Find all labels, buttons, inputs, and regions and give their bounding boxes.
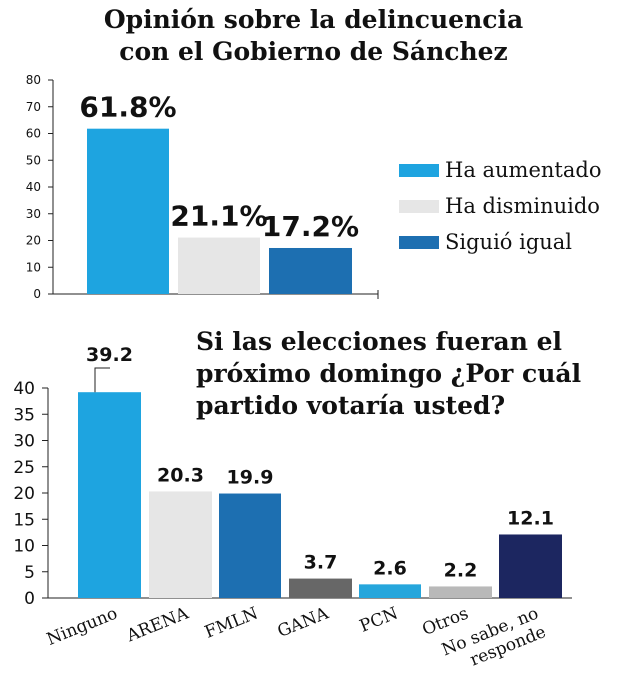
y-tick-label: 15 (13, 510, 35, 530)
bar (178, 237, 260, 294)
y-tick-label: 5 (24, 563, 35, 583)
x-tick-label: GANA (275, 603, 332, 642)
bar (219, 493, 281, 598)
chart1-legend: Ha aumentado Ha disminuido Siguió igual (399, 156, 601, 264)
y-tick-label: 20 (26, 234, 41, 248)
data-label: 17.2% (262, 210, 359, 243)
x-tick-label-group: PCN (357, 603, 401, 636)
y-tick-label: 10 (13, 537, 35, 557)
bar (78, 392, 141, 598)
y-tick-label: 30 (13, 432, 35, 452)
y-tick-label: 40 (26, 180, 41, 194)
x-tick-label: FMLN (202, 603, 261, 642)
y-tick-label: 70 (26, 100, 41, 114)
legend-item-ha-disminuido: Ha disminuido (399, 192, 601, 220)
legend-label: Ha disminuido (445, 194, 600, 218)
y-tick-label: 40 (13, 379, 35, 399)
data-label: 20.3 (157, 464, 204, 486)
legend-label: Ha aumentado (445, 158, 602, 182)
legend-swatch (399, 235, 439, 249)
y-tick-label: 50 (26, 153, 41, 167)
legend-swatch (399, 199, 439, 213)
bar (289, 578, 352, 598)
bar (429, 586, 492, 598)
data-label: 21.1% (170, 200, 267, 233)
y-tick-label: 60 (26, 127, 41, 141)
legend-label: Siguió igual (445, 230, 573, 254)
x-tick-label-group: Ninguno (44, 604, 120, 650)
bar (359, 584, 421, 598)
y-tick-label: 25 (13, 458, 35, 478)
bar (269, 247, 352, 294)
x-tick-label: ARENA (123, 603, 192, 646)
data-label: 39.2 (86, 344, 133, 366)
legend-swatch (399, 163, 439, 177)
bar (87, 128, 169, 294)
x-tick-label-group: GANA (275, 603, 332, 642)
y-tick-label: 80 (26, 73, 41, 87)
data-label: 12.1 (507, 507, 554, 529)
y-tick-label: 0 (33, 287, 41, 301)
x-tick-label: PCN (357, 603, 401, 636)
y-tick-label: 0 (24, 589, 35, 609)
data-label: 3.7 (304, 552, 338, 574)
bar (149, 491, 212, 598)
legend-item-ha-aumentado: Ha aumentado (399, 156, 601, 184)
y-tick-label: 10 (26, 260, 41, 274)
x-tick-label: Ninguno (44, 604, 120, 650)
chart2-title: Si las elecciones fueran el próximo domi… (196, 327, 582, 420)
legend-item-siguio-igual: Siguió igual (399, 228, 601, 256)
data-label: 19.9 (227, 467, 274, 489)
y-tick-label: 35 (13, 405, 35, 425)
data-label: 61.8% (79, 91, 176, 124)
y-tick-label: 20 (13, 484, 35, 504)
data-label-leader (94, 367, 110, 393)
data-label: 2.6 (373, 557, 407, 579)
y-tick-label: 30 (26, 207, 41, 221)
data-label: 2.2 (444, 559, 478, 581)
x-tick-label-group: ARENA (123, 603, 192, 646)
x-tick-label-group: FMLN (202, 603, 261, 642)
chart1-title: Opinión sobre la delincuencia con el Gob… (103, 5, 524, 66)
bar (499, 534, 562, 598)
